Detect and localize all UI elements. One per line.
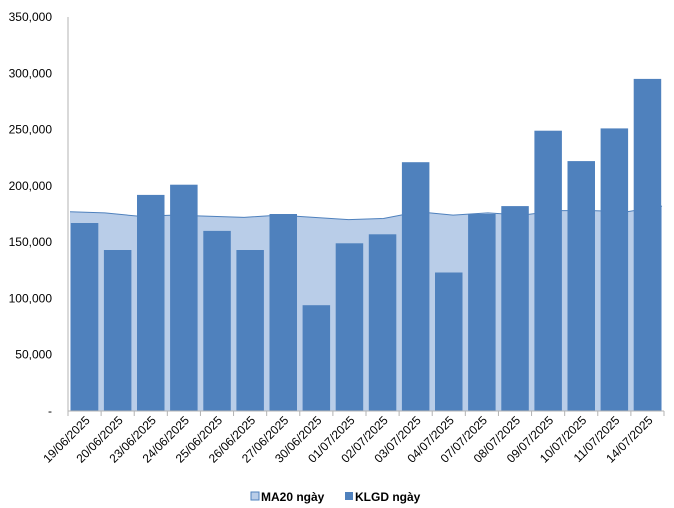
y-tick-label: - (48, 404, 52, 418)
bar-04/07/2025 (435, 272, 463, 411)
legend-swatch-ma20 (250, 491, 260, 501)
y-tick-label: 250,000 (9, 123, 53, 137)
y-tick-label: 200,000 (9, 179, 53, 193)
bar-09/07/2025 (534, 130, 562, 411)
y-axis: - 50,000 100,000 150,000 200,000 250,000 300,0… (9, 10, 53, 418)
legend-swatch-klgd (345, 492, 353, 500)
y-tick-label: 350,000 (9, 10, 53, 24)
bar-14/07/2025 (633, 78, 662, 412)
plot-area (67, 17, 664, 412)
bar-25/06/2025 (203, 230, 231, 411)
bar-08/07/2025 (501, 206, 529, 411)
bar-03/07/2025 (401, 162, 430, 411)
legend-label-klgd: KLGD ngày (355, 490, 421, 504)
y-tick-label: 100,000 (9, 291, 53, 305)
bar-07/07/2025 (468, 214, 496, 411)
bar-26/06/2025 (236, 250, 264, 411)
bar-27/06/2025 (269, 214, 297, 411)
legend: MA20 ngày KLGD ngày (250, 490, 421, 504)
bar-10/07/2025 (567, 161, 595, 411)
bar-23/06/2025 (137, 194, 165, 411)
legend-label-ma20: MA20 ngày (261, 490, 325, 504)
bar-02/07/2025 (368, 234, 397, 411)
y-tick-label: 300,000 (9, 66, 53, 80)
y-tick-label: 50,000 (15, 348, 52, 362)
y-tick-label: 150,000 (9, 235, 53, 249)
bar-01/07/2025 (335, 243, 364, 411)
bar-30/06/2025 (302, 305, 331, 411)
bar-24/06/2025 (170, 184, 198, 411)
ma20-line (69, 205, 663, 221)
bar-20/06/2025 (103, 250, 132, 411)
bar-19/06/2025 (70, 223, 99, 411)
bar-11/07/2025 (600, 128, 629, 411)
x-axis: 19/06/202520/06/202523/06/202524/06/2025… (40, 411, 665, 466)
